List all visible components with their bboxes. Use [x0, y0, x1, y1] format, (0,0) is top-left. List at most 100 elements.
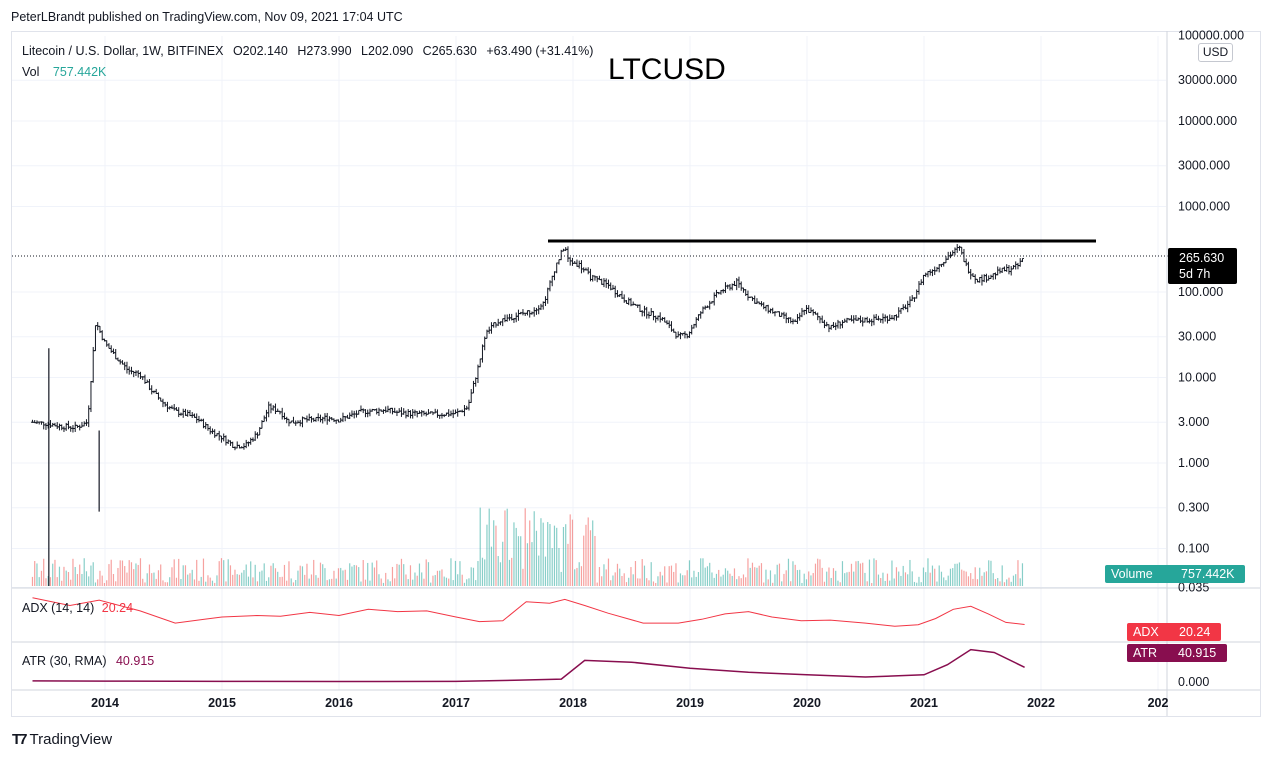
- volume-bar: [254, 564, 256, 586]
- volume-bar: [821, 567, 823, 586]
- volume-bar: [117, 567, 119, 586]
- volume-bar: [99, 570, 101, 586]
- volume-bar: [679, 573, 682, 586]
- volume-legend[interactable]: Vol 757.442K: [22, 65, 106, 79]
- volume-bar: [290, 578, 292, 586]
- volume-bar: [758, 565, 760, 586]
- volume-bar: [265, 580, 268, 586]
- volume-bar: [398, 564, 400, 586]
- volume-bar: [119, 560, 121, 586]
- volume-bar: [965, 571, 967, 586]
- volume-bar: [637, 578, 639, 586]
- volume-bar: [468, 578, 470, 586]
- volume-bar: [346, 579, 349, 586]
- volume-bar: [153, 572, 155, 586]
- volume-bar: [718, 569, 720, 586]
- volume-bar: [225, 581, 227, 586]
- volume-bar: [81, 574, 83, 586]
- volume-bar: [794, 564, 796, 586]
- volume-bar: [360, 581, 362, 586]
- volume-bar: [220, 558, 223, 586]
- volume-bar: [781, 581, 783, 586]
- tradingview-logo[interactable]: T7 TradingView: [12, 731, 112, 748]
- volume-bar: [628, 577, 630, 586]
- volume-bar: [862, 562, 864, 586]
- volume-bar: [711, 572, 713, 586]
- volume-bar: [988, 560, 990, 586]
- volume-bar: [45, 578, 47, 586]
- volume-bar: [607, 558, 610, 586]
- volume-bar: [970, 573, 972, 586]
- volume-bar: [151, 573, 153, 586]
- volume-bar: [943, 577, 945, 586]
- price-legend[interactable]: Litecoin / U.S. Dollar, 1W, BITFINEX O20…: [22, 44, 593, 58]
- volume-bar: [281, 576, 283, 586]
- volume-bar: [362, 560, 364, 586]
- volume-bar: [929, 572, 931, 586]
- volume-bar: [274, 568, 277, 586]
- volume-bar: [911, 571, 913, 586]
- volume-bar: [695, 576, 697, 586]
- volume-bar: [839, 582, 841, 586]
- volume-bar: [704, 567, 706, 586]
- volume-bar: [326, 580, 328, 586]
- volume-bar: [479, 507, 481, 586]
- volume-bar: [227, 559, 229, 586]
- volume-bar: [403, 564, 405, 586]
- volume-bar: [859, 563, 862, 586]
- volume-bar: [209, 577, 211, 586]
- volume-bar: [823, 581, 826, 586]
- volume-bar: [373, 567, 376, 586]
- volume-bar: [916, 582, 918, 586]
- volume-bar: [909, 559, 911, 586]
- volume-bar: [376, 560, 378, 586]
- volume-bar: [337, 568, 340, 586]
- adx-legend[interactable]: ADX (14, 14) 20.24: [22, 601, 133, 615]
- volume-bar: [173, 559, 175, 586]
- adx-tag: [1127, 623, 1221, 641]
- volume-bar: [787, 558, 790, 586]
- volume-bar: [61, 580, 63, 586]
- volume-bar: [488, 508, 490, 586]
- volume-bar: [632, 574, 634, 586]
- volume-bar: [749, 567, 751, 586]
- volume-bar: [763, 582, 765, 586]
- volume-bar: [211, 580, 214, 586]
- volume-bar: [286, 580, 288, 586]
- volume-bar: [724, 568, 727, 586]
- volume-bar: [459, 561, 461, 586]
- volume-bar: [319, 562, 322, 586]
- volume-bar: [130, 562, 133, 586]
- volume-bar: [414, 572, 416, 586]
- volume-bar: [621, 575, 623, 586]
- volume-bar: [436, 570, 439, 586]
- volume-bar: [666, 582, 668, 586]
- volume-bar: [675, 563, 677, 586]
- volume-bar: [549, 524, 551, 586]
- volume-bar: [547, 522, 549, 586]
- volume-bar: [841, 561, 844, 586]
- volume-bar: [67, 572, 70, 586]
- currency-button[interactable]: USD: [1198, 43, 1233, 62]
- volume-bar: [126, 572, 128, 586]
- volume-bar: [515, 527, 517, 586]
- volume-bar: [720, 576, 722, 586]
- y-tick-label: 30000.000: [1178, 73, 1237, 87]
- volume-bar: [355, 565, 358, 586]
- volume-bar: [648, 580, 650, 586]
- volume-bar: [83, 558, 85, 586]
- volume-bar: [412, 579, 414, 586]
- volume-bar: [493, 520, 495, 586]
- volume-bar: [817, 558, 819, 586]
- volume-bar: [85, 571, 88, 586]
- volume-bar: [1012, 575, 1015, 586]
- volume-bar: [369, 580, 371, 586]
- volume-bar: [409, 565, 412, 586]
- volume-bar: [560, 571, 562, 586]
- volume-bar: [407, 579, 409, 586]
- volume-bar: [65, 570, 67, 586]
- volume-bar: [706, 566, 709, 586]
- atr-legend[interactable]: ATR (30, RMA) 40.915: [22, 654, 154, 668]
- volume-bar: [115, 581, 117, 586]
